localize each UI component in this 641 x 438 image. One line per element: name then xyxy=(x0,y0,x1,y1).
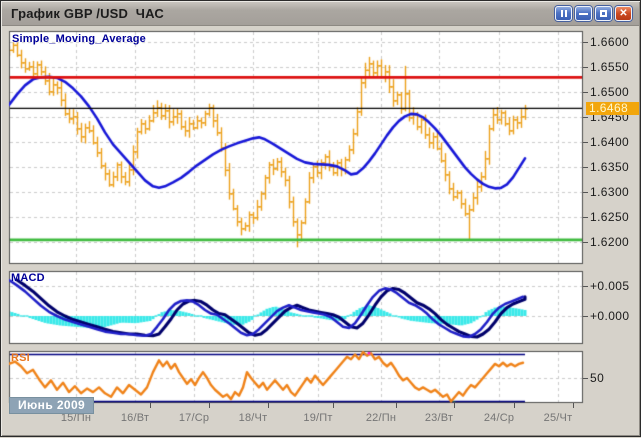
rsi-indicator-panel[interactable] xyxy=(9,351,583,403)
window-buttons: ✕ xyxy=(555,6,632,21)
date-tick-label: 23/Вт xyxy=(424,412,454,424)
axis-tick xyxy=(583,92,588,93)
close-icon: ✕ xyxy=(619,7,628,19)
date-tick-label: 18/Чт xyxy=(238,412,268,424)
axis-tick xyxy=(583,117,588,118)
price-tick-label: 1.6550 xyxy=(590,60,630,74)
axis-tick xyxy=(454,403,455,408)
axis-tick xyxy=(583,217,588,218)
month-badge: Июнь 2009 xyxy=(9,397,95,414)
price-tick-label: 1.6300 xyxy=(590,185,630,199)
axis-tick xyxy=(583,167,588,168)
close-button[interactable]: ✕ xyxy=(615,6,632,21)
axis-tick xyxy=(573,403,574,408)
axis-tick xyxy=(583,378,588,379)
axis-tick xyxy=(583,316,588,317)
pause-icon xyxy=(564,10,567,17)
axis-tick xyxy=(268,403,269,408)
macd-label: MACD xyxy=(11,272,45,284)
minimize-button[interactable] xyxy=(575,6,592,21)
price-tick-label: 1.6350 xyxy=(590,160,630,174)
axis-tick xyxy=(583,286,588,287)
date-tick-label: 25/Чт xyxy=(543,412,573,424)
price-tick-label: 1.6250 xyxy=(590,210,630,224)
price-tick-label: 1.6200 xyxy=(590,235,630,249)
macd-indicator-panel[interactable] xyxy=(9,271,583,344)
rsi-tick-label: 50 xyxy=(590,371,605,385)
window-titlebar[interactable]: График GBP /USD ЧАС ✕ xyxy=(2,2,639,26)
axis-tick xyxy=(583,42,588,43)
price-tick-label: 1.6600 xyxy=(590,35,630,49)
pause-icon xyxy=(560,10,563,17)
axis-tick xyxy=(333,403,334,408)
restore-button[interactable] xyxy=(595,6,612,21)
minimize-icon xyxy=(579,12,588,15)
date-tick-label: 19/Пт xyxy=(303,412,333,424)
price-tick-label: 1.6400 xyxy=(590,135,630,149)
date-tick-label: 24/Ср xyxy=(483,412,515,424)
current-price-flag: 1.6468 xyxy=(586,102,639,115)
restore-icon xyxy=(600,10,607,17)
macd-tick-label: +0.005 xyxy=(590,279,630,293)
axis-tick xyxy=(150,403,151,408)
axis-tick xyxy=(583,67,588,68)
date-tick-label: 15/Пн xyxy=(60,412,92,424)
axis-tick xyxy=(583,192,588,193)
pause-button[interactable] xyxy=(555,6,572,21)
date-tick-label: 17/Ср xyxy=(178,412,210,424)
axis-tick xyxy=(514,403,515,408)
macd-tick-label: +0.000 xyxy=(590,309,630,323)
rsi-label: RSI xyxy=(11,352,30,364)
window-title: График GBP /USD ЧАС xyxy=(11,6,164,21)
axis-tick xyxy=(583,142,588,143)
price-chart-panel[interactable] xyxy=(9,31,583,264)
date-tick-label: 22/Пн xyxy=(365,412,397,424)
date-tick-label: 16/Вт xyxy=(120,412,150,424)
axis-tick xyxy=(396,403,397,408)
price-tick-label: 1.6500 xyxy=(590,85,630,99)
sma-overlay-label: Simple_Moving_Average xyxy=(12,33,147,45)
axis-tick xyxy=(583,242,588,243)
axis-tick xyxy=(209,403,210,408)
